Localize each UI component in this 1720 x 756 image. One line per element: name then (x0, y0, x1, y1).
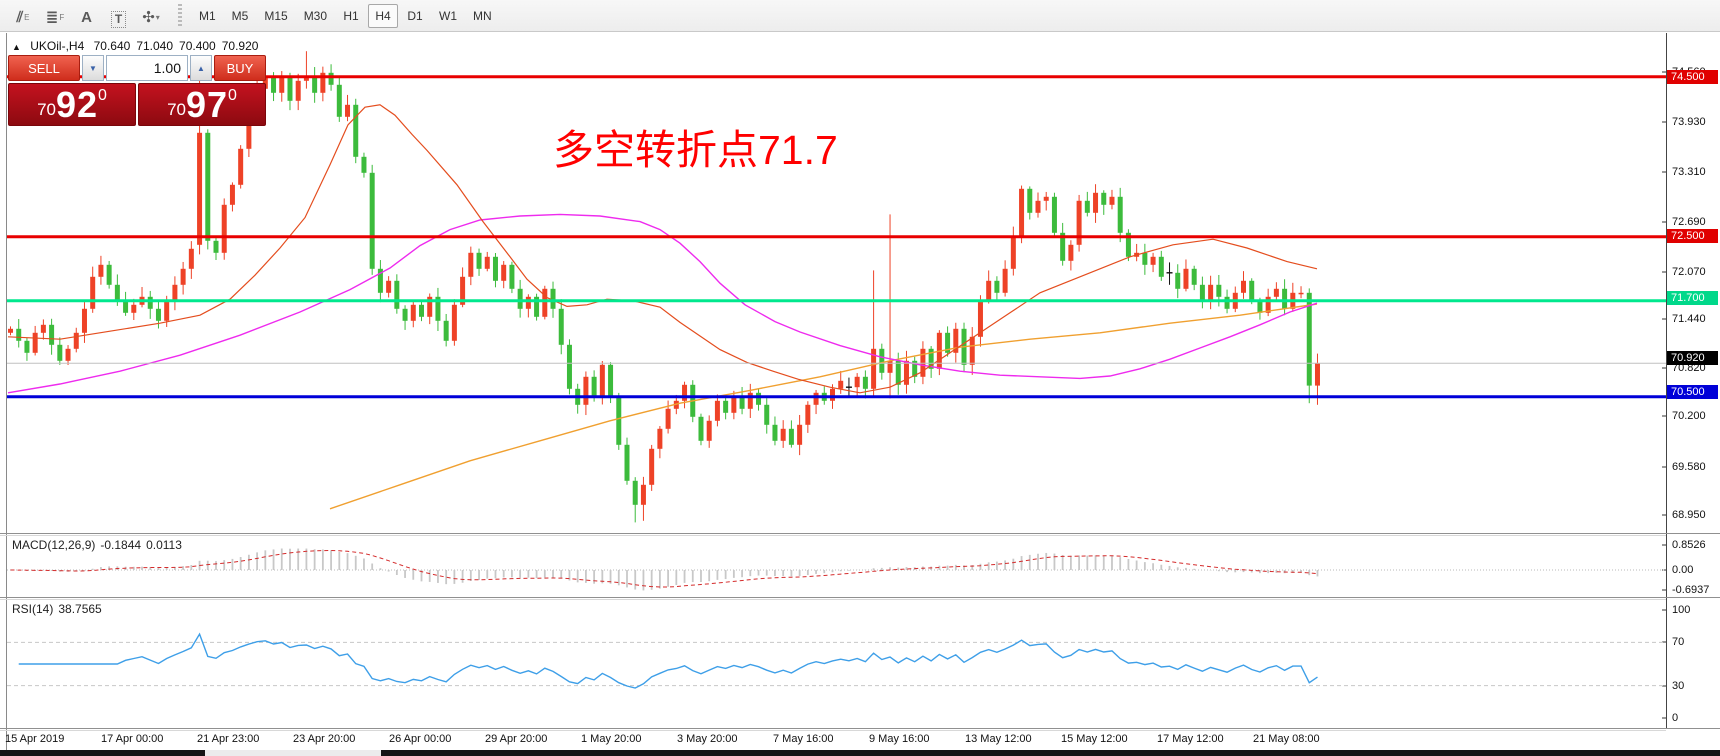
fibonacci-icon[interactable]: ≣ F (45, 8, 65, 26)
scrollbar-thumb[interactable] (205, 750, 381, 756)
collapse-chart-icon[interactable]: ▲ (12, 42, 21, 52)
macd-indicator-label: MACD(12,26,9) -0.1844 0.0113 (12, 538, 187, 552)
ohlc-close: 70.920 (221, 39, 259, 53)
sell-price-display[interactable]: 70 92 0 (8, 83, 136, 126)
arrows-icon[interactable]: ✣ ▾ (142, 8, 160, 26)
horizontal-scrollbar[interactable] (0, 750, 1720, 756)
timeframe-button-m30[interactable]: M30 (303, 8, 328, 23)
chart-text-annotation: 多空转折点71.7 (553, 127, 838, 173)
time-tick-label: 15 May 12:00 (1061, 733, 1128, 745)
indicator-tick-label: 30 (1672, 680, 1685, 692)
timeframe-button-mn[interactable]: MN (473, 8, 492, 23)
indicator-tick-label: 70 (1672, 636, 1685, 648)
ohlc-low: 70.400 (179, 39, 216, 53)
time-tick-label: 3 May 20:00 (677, 733, 738, 745)
ohlc-open: 70.640 (93, 39, 131, 53)
timeframe-button-m15[interactable]: M15 (264, 8, 288, 23)
buy-price-pips: 97 (185, 83, 229, 125)
indicator-tick-label: 0 (1672, 712, 1679, 724)
drawing-tools-group: ⫽ E ≣ F A T ✣ ▾ (0, 4, 164, 28)
indicator-tick-label: -0.6937 (1672, 584, 1710, 596)
timeframe-button-h1[interactable]: H1 (343, 8, 359, 23)
price-tick-label: 70.820 (1672, 362, 1706, 374)
price-level-badge: 74.500 (1667, 70, 1718, 84)
time-tick-label: 21 Apr 23:00 (197, 733, 260, 745)
sell-price-integer: 70 (37, 100, 56, 119)
macd-value: -0.1844 (100, 538, 142, 552)
indicator-tick-label: 0.8526 (1672, 539, 1706, 551)
time-tick-label: 13 May 12:00 (965, 733, 1032, 745)
timeframe-button-d1[interactable]: D1 (407, 8, 423, 23)
symbol-period-label: UKOil-,H4 (30, 39, 85, 53)
time-tick-label: 9 May 16:00 (869, 733, 930, 745)
price-tick-label: 69.580 (1672, 461, 1706, 473)
volume-decrease-button[interactable]: ▼ (82, 55, 104, 81)
ohlc-high: 71.040 (136, 39, 174, 53)
rsi-name: RSI(14) (12, 602, 54, 616)
price-level-badge: 72.500 (1667, 229, 1718, 243)
channels-icon[interactable]: ⫽ E (16, 8, 30, 26)
buy-price-integer: 70 (167, 100, 186, 119)
buy-price-display[interactable]: 70 97 0 (138, 83, 266, 126)
time-tick-label: 7 May 16:00 (773, 733, 834, 745)
buy-price-fraction: 0 (228, 87, 237, 104)
time-tick-label: 29 Apr 20:00 (485, 733, 548, 745)
text-icon[interactable]: A (81, 8, 92, 26)
indicator-tick-label: 100 (1672, 604, 1691, 616)
time-tick-label: 23 Apr 20:00 (293, 733, 356, 745)
price-level-badge: 70.920 (1667, 351, 1718, 365)
sell-price-fraction: 0 (98, 87, 107, 104)
text-label-icon[interactable]: T (106, 4, 132, 28)
price-tick-label: 68.950 (1672, 509, 1706, 521)
price-level-badge: 70.500 (1667, 385, 1718, 399)
price-tick-label: 72.070 (1672, 266, 1706, 278)
time-tick-label: 1 May 20:00 (581, 733, 642, 745)
price-tick-label: 71.440 (1672, 313, 1706, 325)
volume-increase-button[interactable]: ▲ (190, 55, 212, 81)
price-tick-label: 70.200 (1672, 410, 1706, 422)
sell-button[interactable]: SELL (8, 55, 80, 81)
top-toolbar: ⫽ E ≣ F A T ✣ ▾ M1 M5 M15 M30 H1 H4 D1 W1 MN (0, 0, 1720, 32)
price-tick-label: 72.690 (1672, 216, 1706, 228)
price-level-badge: 71.700 (1667, 291, 1718, 305)
chart-title-bar: ▲ UKOil-,H4 70.640 71.040 70.400 70.920 (12, 39, 264, 53)
timeframe-button-m1[interactable]: M1 (199, 8, 216, 23)
buy-button[interactable]: BUY (214, 55, 266, 81)
timeframe-toolbar: M1 M5 M15 M30 H1 H4 D1 W1 MN (192, 3, 499, 28)
price-tick-label: 73.930 (1672, 116, 1706, 128)
timeframe-button-m5[interactable]: M5 (231, 8, 249, 23)
time-tick-label: 15 Apr 2019 (5, 733, 65, 745)
price-tick-label: 73.310 (1672, 166, 1706, 178)
one-click-trading-panel: SELL ▼ ▲ BUY 70 92 0 70 97 0 (8, 55, 266, 126)
sell-price-pips: 92 (55, 83, 99, 125)
macd-signal-value: 0.0113 (146, 538, 182, 552)
time-tick-label: 17 Apr 00:00 (101, 733, 164, 745)
toolbar-grip[interactable] (178, 3, 182, 28)
time-tick-label: 17 May 12:00 (1157, 733, 1224, 745)
time-tick-label: 26 Apr 00:00 (389, 733, 452, 745)
macd-name: MACD(12,26,9) (12, 538, 96, 552)
rsi-indicator-label: RSI(14) 38.7565 (12, 602, 107, 616)
timeframe-button-h4[interactable]: H4 (368, 3, 399, 28)
timeframe-button-w1[interactable]: W1 (439, 8, 458, 23)
indicator-tick-label: 0.00 (1672, 564, 1694, 576)
time-tick-label: 21 May 08:00 (1253, 733, 1320, 745)
rsi-value: 38.7565 (58, 602, 102, 616)
volume-input[interactable] (106, 55, 188, 81)
